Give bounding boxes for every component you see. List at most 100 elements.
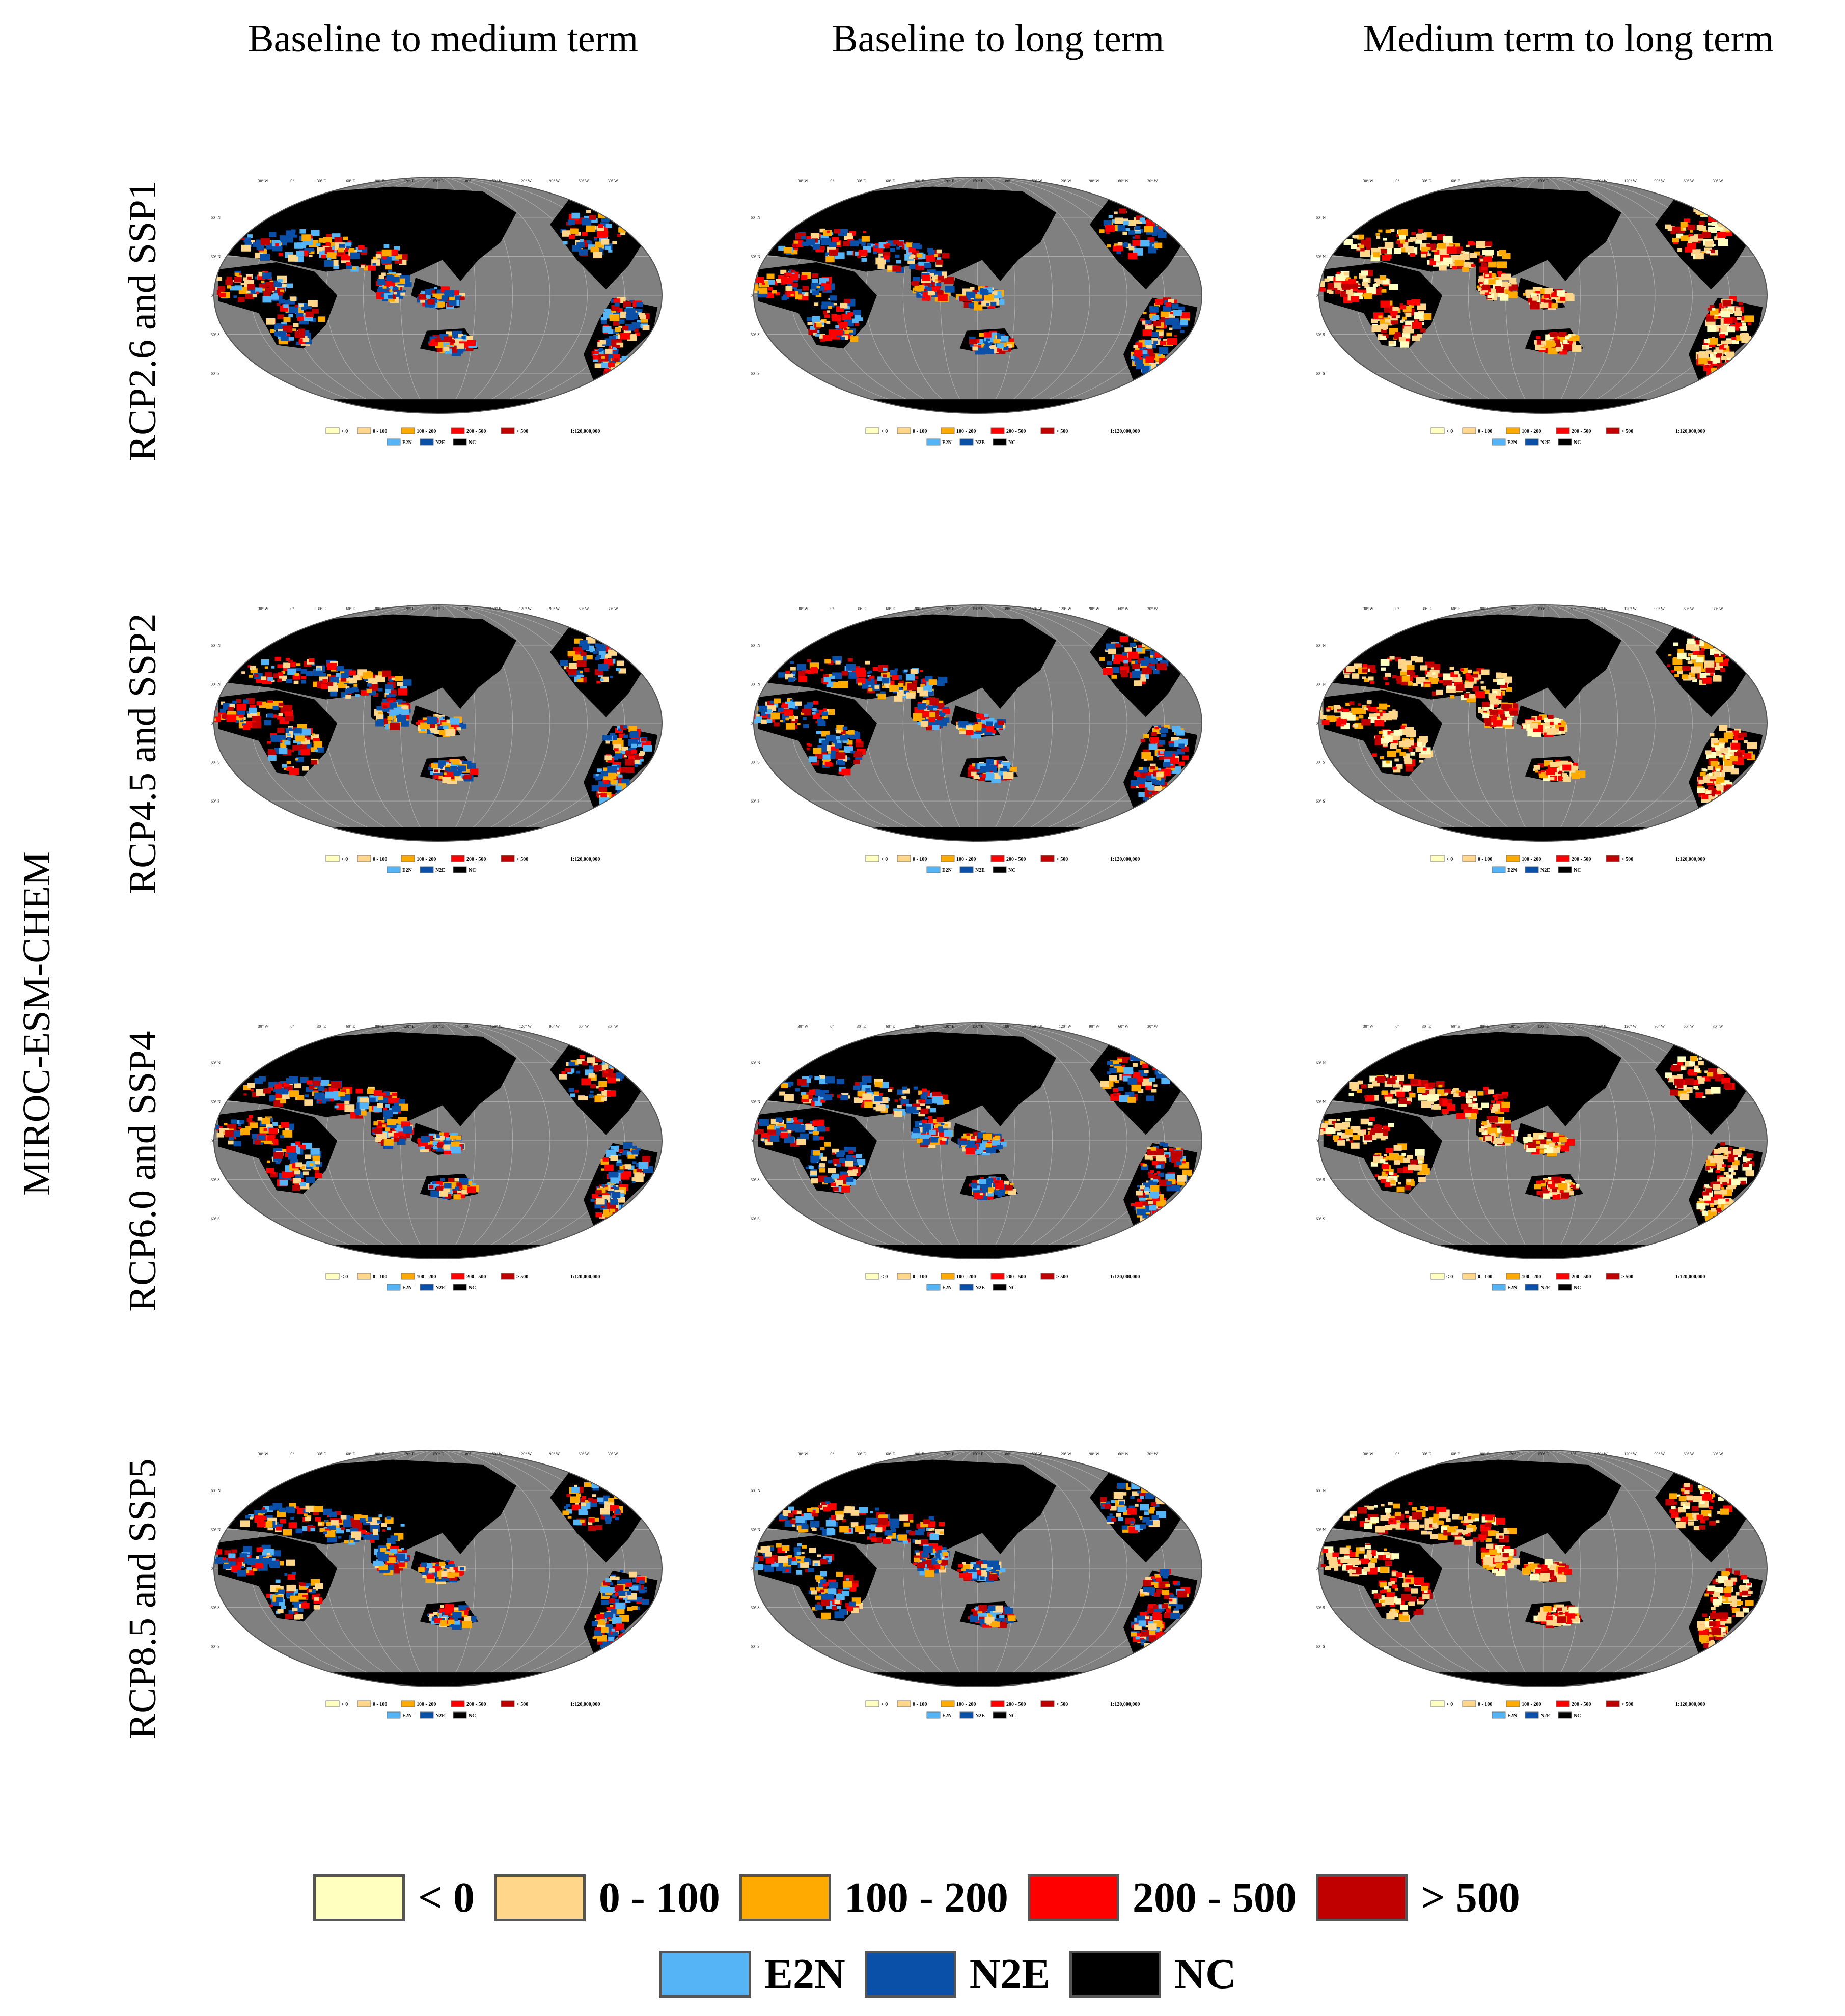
change-cell [1128,230,1135,235]
change-cell [1143,734,1149,739]
change-cell [1345,702,1351,706]
change-cell [1124,647,1133,653]
change-cell [1401,338,1410,344]
change-cell [460,296,465,300]
change-cell [857,255,861,258]
change-cell [1346,666,1356,672]
lat-label: 30° N [751,254,760,259]
change-cell [875,257,886,265]
change-cell [434,769,438,772]
change-cell [883,667,888,671]
change-cell [1099,229,1105,233]
change-cell [1164,751,1173,757]
change-cell [286,766,293,771]
change-cell [1569,341,1573,344]
change-cell [785,286,793,291]
change-cell [1009,338,1014,342]
change-cell [883,252,891,257]
lon-label: 60° W [1118,179,1129,183]
change-cell [1380,275,1387,281]
change-cell [1149,306,1159,313]
change-cell [1504,289,1511,294]
continent-eurasia [218,614,516,709]
change-cell [811,279,818,284]
change-cell [908,247,916,253]
change-cell [273,324,283,330]
change-cell [861,258,867,262]
change-cell [421,1136,430,1143]
change-cell [249,1115,253,1118]
change-cell [611,350,619,355]
change-cell [867,243,874,248]
change-cell [381,1092,386,1096]
change-cell [1396,315,1400,318]
change-cell [934,706,939,709]
change-cell [1722,220,1728,225]
change-cell [427,299,435,305]
change-cell [378,1096,383,1100]
change-cell [631,322,641,328]
lon-label: 30° E [317,179,326,183]
change-cell [1735,307,1741,311]
change-cell [1381,667,1386,671]
change-cell [1698,358,1707,365]
lat-label: 60° N [751,643,760,648]
change-cell [1498,250,1507,256]
change-cell [887,240,896,247]
change-cell [1475,241,1486,248]
change-cell [987,289,993,293]
change-cell [272,1139,278,1143]
map-scale: 1:120,000,000 [1675,429,1705,434]
continent-antarctica [281,1245,595,1259]
world-map-panel: 30° W 0° 30° E 60° E 90° E 120° E 150° E 180° 15… [751,604,1202,873]
change-cell [336,1103,345,1110]
change-cell [1472,673,1478,678]
lon-label: 90° W [549,179,560,183]
change-cell [1341,284,1351,290]
continent-antarctica [821,827,1135,841]
change-cell [458,333,463,338]
change-cell [1437,234,1446,240]
change-cell [1734,738,1738,741]
change-cell [1361,719,1371,726]
change-cell [812,708,817,711]
lon-label: 150° E [972,179,983,183]
change-cell [772,290,777,294]
mini-legend-swatch [1606,427,1620,434]
change-cell [430,728,437,733]
change-cell [1548,770,1555,776]
mini-legend-swatch [1558,438,1572,446]
change-cell [1334,282,1342,288]
change-cell [1708,223,1712,226]
change-cell [792,677,797,680]
change-cell [807,659,811,662]
change-cell [806,748,810,751]
change-cell [1713,367,1719,372]
change-cell [1392,675,1397,679]
mini-legend-swatch [501,855,515,862]
change-cell [909,264,917,269]
change-cell [1384,248,1392,255]
change-cell [1362,294,1365,297]
change-cell [603,637,608,640]
change-cell [1680,236,1688,241]
change-cell [1140,739,1146,742]
change-cell [605,654,612,659]
change-cell [573,654,583,661]
change-cell [1373,252,1381,257]
change-cell [367,1088,375,1094]
change-cell [1710,305,1715,309]
change-cell [1391,314,1397,318]
change-cell [382,1124,386,1127]
change-cell [1359,273,1367,279]
change-cell [1743,753,1752,759]
change-cell [1168,299,1174,303]
change-cell [1699,772,1706,777]
change-cell [451,1187,458,1193]
change-cell [634,764,639,767]
change-cell [1106,231,1110,234]
change-cell [1730,742,1741,750]
change-cell [336,673,344,679]
continent-antarctica [821,399,1135,413]
change-cell [1464,693,1471,698]
